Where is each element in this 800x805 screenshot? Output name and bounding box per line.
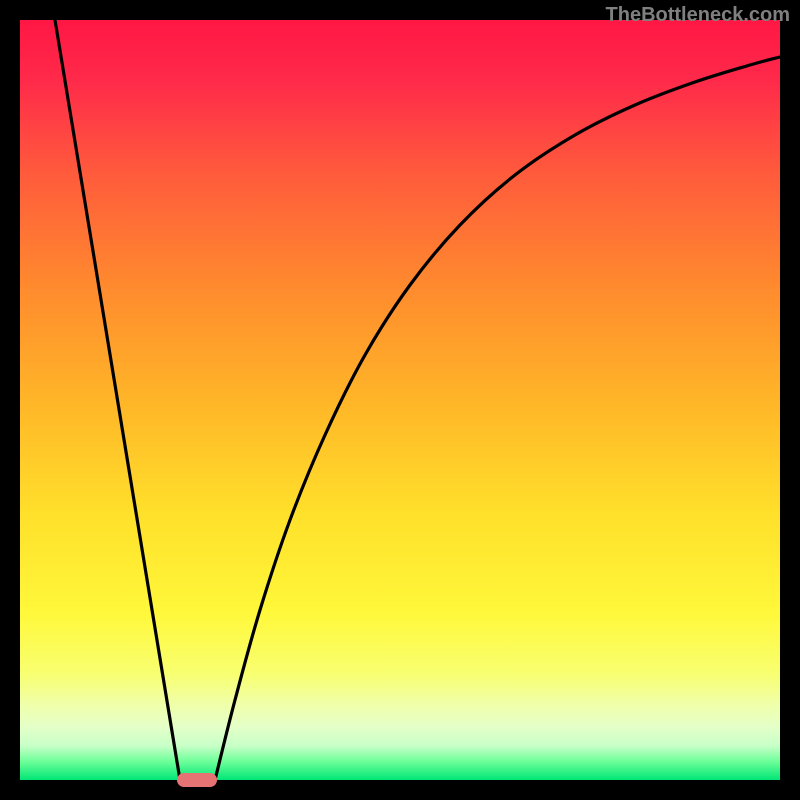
chart-background [20,20,780,780]
watermark-text: TheBottleneck.com [606,4,790,27]
optimal-marker [177,773,217,787]
bottleneck-chart: TheBottleneck.com [0,0,800,800]
chart-svg [0,0,800,800]
